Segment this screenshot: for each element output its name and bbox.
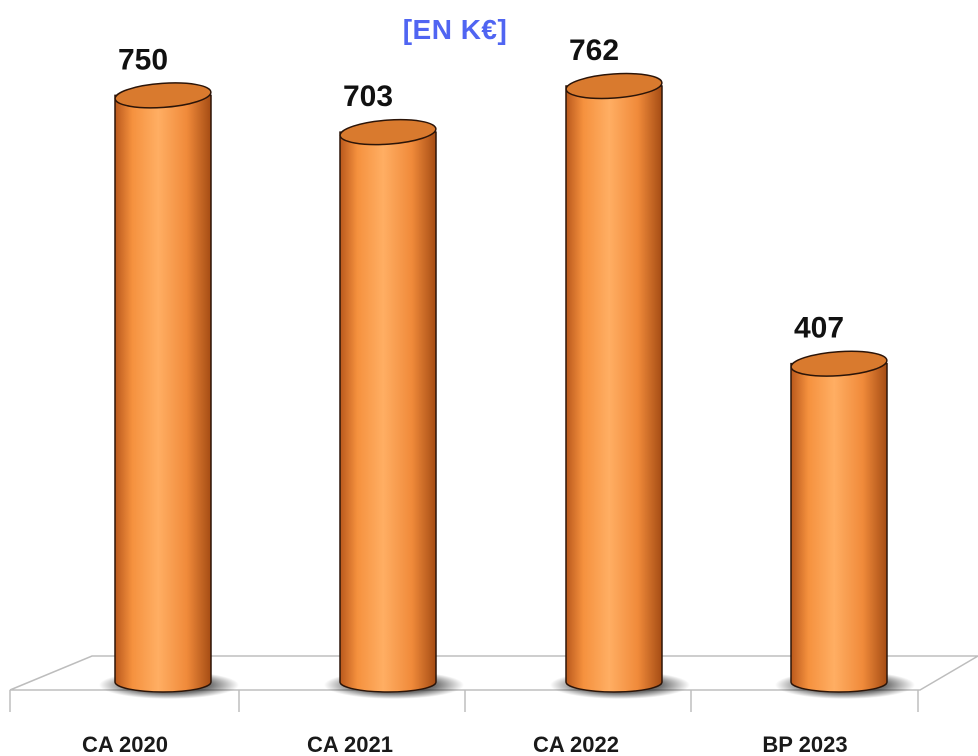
bar-ca-2022 bbox=[550, 72, 690, 699]
value-label: 407 bbox=[794, 312, 844, 345]
bar-body bbox=[339, 131, 437, 693]
chart-subtitle: [EN K€] bbox=[402, 14, 508, 45]
bar-body bbox=[565, 85, 663, 693]
bar-top bbox=[339, 118, 437, 146]
bar-ca-2020 bbox=[99, 82, 239, 699]
bar-ca-2021 bbox=[324, 118, 464, 699]
bar-top bbox=[565, 72, 663, 100]
category-label: CA 2022 bbox=[533, 732, 619, 756]
value-label: 750 bbox=[118, 43, 168, 76]
bar-top bbox=[790, 350, 888, 377]
value-label: 762 bbox=[569, 34, 619, 67]
bar-body bbox=[790, 362, 888, 693]
category-label: CA 2020 bbox=[82, 732, 168, 756]
category-label: CA 2021 bbox=[307, 732, 393, 756]
bar-bp-2023 bbox=[775, 350, 915, 699]
bar-body bbox=[114, 94, 212, 693]
bar-top bbox=[114, 82, 212, 109]
category-label: BP 2023 bbox=[762, 732, 847, 756]
value-label: 703 bbox=[343, 80, 393, 113]
